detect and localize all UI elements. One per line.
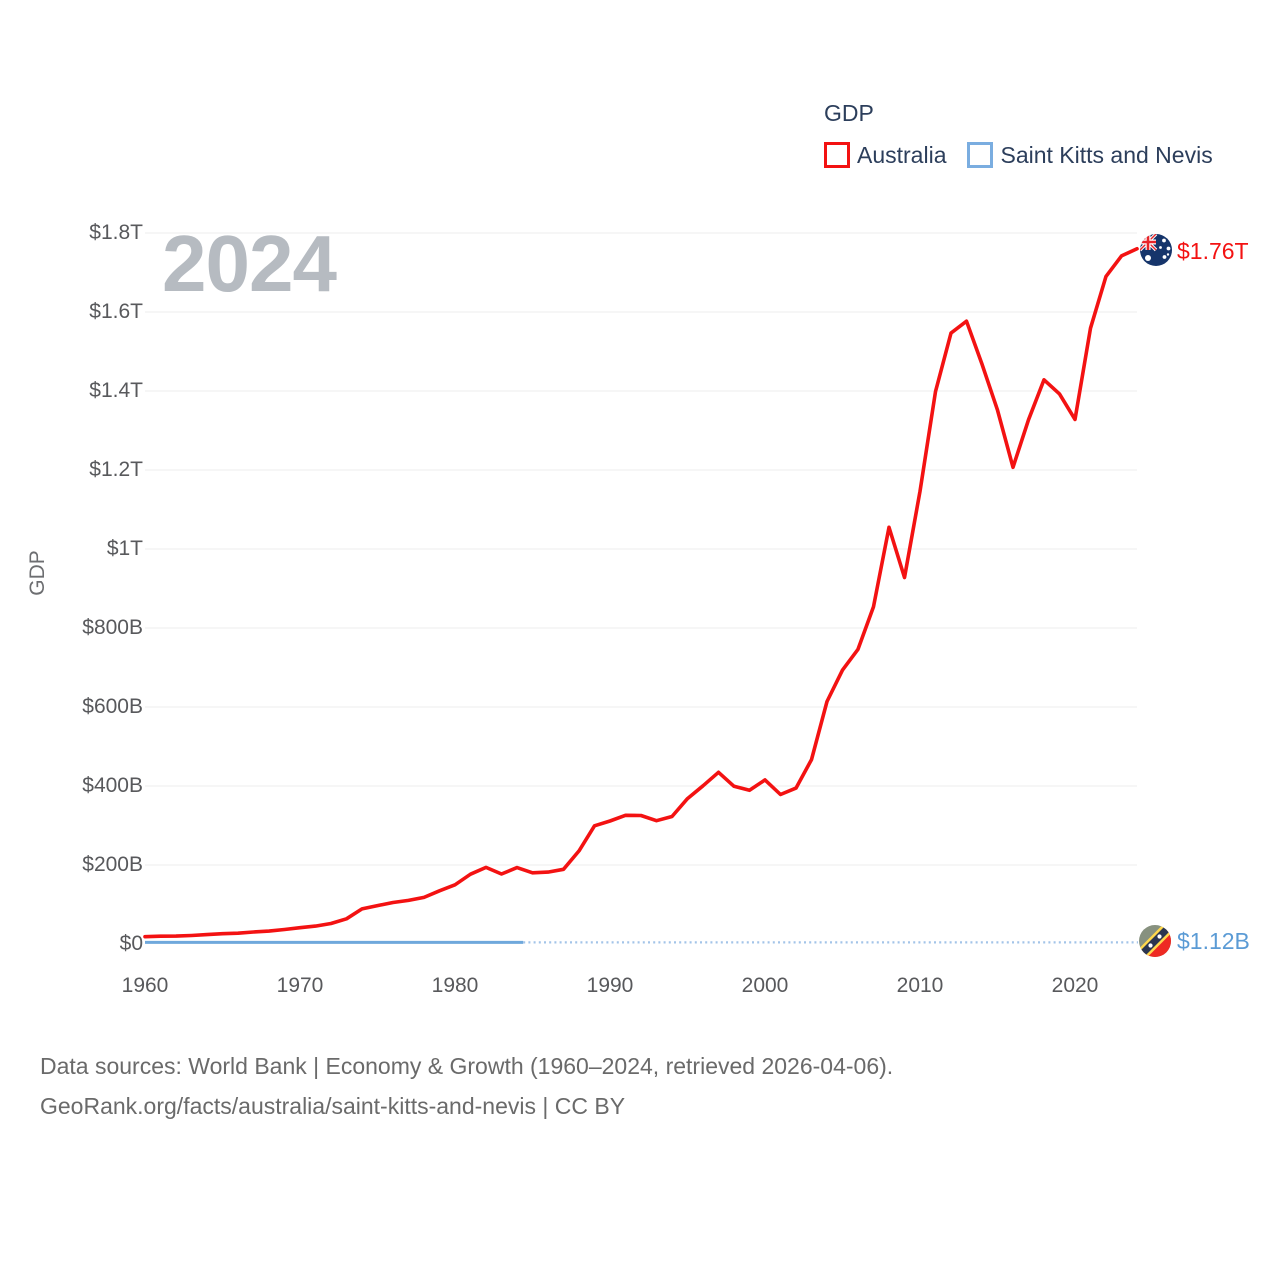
y-tick-$1.4T: $1.4T [89,379,143,402]
union-jack [1140,234,1158,252]
legend-label-saint-kitts: Saint Kitts and Nevis [1000,142,1213,168]
stars [1145,238,1171,261]
y-tick-$0: $0 [119,932,143,955]
australia-line [143,247,1139,939]
x-tick-1960: 1960 [121,974,169,997]
gridlines [145,232,1137,866]
legend: GDP Australia Saint Kitts and Nevis [824,100,1213,169]
y-tick-$600B: $600B [82,695,143,718]
legend-items: Australia Saint Kitts and Nevis [824,141,1213,169]
australia-flag-icon [1140,234,1172,266]
x-tick-2000: 2000 [741,974,789,997]
footer-line-2: GeoRank.org/facts/australia/saint-kitts-… [40,1093,626,1119]
y-tick-$800B: $800B [82,616,143,639]
y-tick-$400B: $400B [82,774,143,797]
legend-item-australia[interactable]: Australia [824,141,946,169]
data-sources-footer: Data sources: World Bank | Economy & Gro… [40,1046,1140,1126]
x-tick-1980: 1980 [431,974,479,997]
saint-kitts-swatch-icon [967,142,994,168]
x-tick-1970: 1970 [276,974,324,997]
footer-line-1: Data sources: World Bank | Economy & Gro… [40,1053,894,1079]
saint-kitts-flag-icon [1139,925,1171,957]
y-tick-$200B: $200B [82,853,143,876]
legend-item-saint-kitts[interactable]: Saint Kitts and Nevis [967,141,1213,169]
stars [1148,934,1162,948]
legend-label-australia: Australia [857,142,947,168]
x-tick-1990: 1990 [586,974,634,997]
y-tick-$1.8T: $1.8T [89,221,143,244]
x-tick-2010: 2010 [896,974,944,997]
saint-kitts-end-value-label: $1.12B [1177,928,1250,954]
australia-end-value-label: $1.76T [1177,238,1249,264]
australia-swatch-icon [824,142,850,168]
y-tick-$1.6T: $1.6T [89,300,143,323]
watermark-year: 2024 [162,219,337,308]
y-tick-$1.2T: $1.2T [89,458,143,481]
legend-title: GDP [824,100,874,126]
x-tick-2020: 2020 [1051,974,1099,997]
y-tick-$1T: $1T [106,537,143,560]
